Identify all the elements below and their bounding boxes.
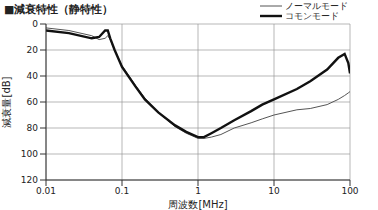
svg-text:10: 10 — [268, 186, 280, 196]
html-text:ノーマルモード: ノーマルモード — [285, 1, 348, 11]
svg-text:40: 40 — [27, 71, 39, 81]
svg-text:周波数[MHz]: 周波数[MHz] — [168, 199, 227, 210]
svg-text:60: 60 — [27, 97, 39, 107]
html-text:コモンモード: コモンモード — [285, 11, 339, 21]
svg-text:20: 20 — [27, 45, 39, 55]
svg-text:0: 0 — [32, 19, 38, 29]
svg-text:80: 80 — [27, 123, 39, 133]
html-text:■減衰特性（静特性）: ■減衰特性（静特性） — [4, 3, 114, 16]
svg-text:0.1: 0.1 — [115, 186, 129, 196]
svg-text:0.01: 0.01 — [36, 186, 56, 196]
svg-text:100: 100 — [21, 149, 38, 159]
svg-text:減衰量[dB]: 減衰量[dB] — [8, 76, 12, 127]
svg-text:100: 100 — [341, 186, 358, 196]
svg-text:120: 120 — [21, 175, 38, 185]
svg-text:1: 1 — [195, 186, 201, 196]
